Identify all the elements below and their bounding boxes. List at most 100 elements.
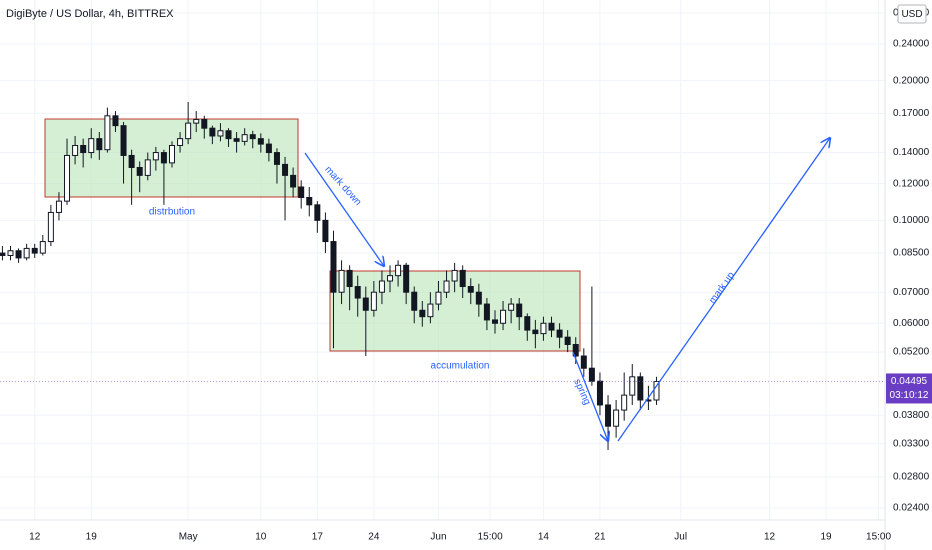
candle-body (596, 380, 603, 406)
y-tick-label: 0.14000 (893, 147, 930, 158)
candle-body (120, 125, 127, 156)
candle-body (88, 138, 95, 154)
candle-body (185, 122, 192, 140)
candle-body (346, 269, 353, 288)
candle-body (193, 118, 200, 124)
candle-body (136, 166, 143, 176)
candle-body (273, 152, 280, 165)
candle-body (613, 409, 620, 427)
candle-body (419, 309, 426, 318)
y-tick-label: 0.03300 (893, 438, 930, 449)
x-tick-label: 15:00 (478, 532, 503, 543)
candle-body (508, 303, 515, 311)
candle-body (80, 144, 87, 154)
candle-body (516, 303, 523, 318)
annotation: distrbution (149, 207, 195, 218)
candle-body (387, 275, 394, 282)
candle-body (168, 144, 175, 164)
candle-body (322, 219, 329, 243)
y-tick-label: 0.03800 (893, 410, 930, 421)
price-label: 0.04495 (891, 376, 928, 387)
candle-body (217, 130, 224, 137)
candle-body (354, 286, 361, 299)
candle-body (209, 127, 216, 137)
candle-body (524, 316, 531, 331)
candle-body (177, 138, 184, 146)
candle-body (282, 163, 289, 176)
candle-body (7, 250, 14, 256)
candle-body (265, 143, 272, 154)
spring-arrow (572, 351, 608, 441)
candle-body (55, 200, 62, 213)
y-tick-label: 0.12000 (893, 178, 930, 189)
annotation: accumulation (431, 361, 490, 372)
x-tick-label: 24 (368, 532, 380, 543)
candle-body (23, 247, 30, 259)
candle-body (580, 355, 587, 369)
candle-body (427, 303, 434, 318)
candle-body (540, 322, 547, 335)
candle-body (298, 186, 305, 199)
candle-body (572, 343, 579, 357)
y-tick-label: 0.02400 (893, 503, 930, 514)
candle-body (564, 336, 571, 345)
currency: USD (901, 9, 922, 20)
y-tick-label: 0.02800 (893, 471, 930, 482)
candle-body (233, 138, 240, 142)
mark-up-arrow (617, 138, 830, 442)
x-tick-label: 14 (538, 532, 550, 543)
annotation: mark up (707, 270, 737, 306)
x-tick-label: 19 (820, 532, 832, 543)
x-tick-label: 10 (255, 532, 267, 543)
candle-body (403, 264, 410, 293)
candle-body (395, 264, 402, 277)
candle-body (653, 380, 660, 401)
x-tick-label: 12 (764, 532, 776, 543)
candle-body (201, 118, 208, 129)
x-tick-label: May (179, 532, 198, 543)
candle-body (475, 291, 482, 305)
candle-body (314, 204, 321, 221)
chart-title: DigiByte / US Dollar, 4h, BITTREX (6, 8, 174, 20)
candle-body (338, 269, 345, 293)
candle-body (96, 138, 103, 151)
candle-body (483, 303, 490, 321)
y-tick-label: 0.07000 (893, 287, 930, 298)
candle-body (637, 376, 644, 401)
price-box (886, 373, 932, 404)
last-price: 0.04495 03:10:12 (0, 373, 932, 404)
y-tick-label: 0.06000 (893, 318, 930, 329)
candle-body (160, 152, 167, 164)
candle-body (491, 319, 498, 324)
x-tick-label: Jun (430, 532, 446, 543)
candle-body (241, 134, 248, 142)
candle-body (0, 252, 6, 256)
y-tick-label: 0.08500 (893, 248, 930, 259)
x-tick-label: 19 (86, 532, 98, 543)
candle-body (556, 329, 563, 338)
y-tick-label: 0.05200 (893, 347, 930, 358)
currency-badge[interactable] (897, 4, 927, 24)
grid (0, 0, 885, 520)
y-tick-label: 0.10000 (893, 215, 930, 226)
candle-body (152, 152, 159, 161)
candle-body (378, 280, 385, 293)
candle-body (435, 291, 442, 305)
candle-body (629, 376, 636, 396)
x-tick-label: 12 (29, 532, 41, 543)
candle-body (532, 329, 539, 335)
candle-body (548, 322, 555, 331)
candle-body (144, 159, 151, 176)
mark-down-arrow (304, 152, 384, 266)
candle-body (72, 144, 79, 156)
candle-body (112, 115, 119, 127)
candle-body (306, 197, 313, 206)
candle-body (330, 241, 337, 293)
candle-body (467, 286, 474, 293)
candle-body (39, 241, 46, 254)
candle-body (370, 291, 377, 311)
candle-body (31, 247, 38, 254)
y-tick-label: 0.20000 (893, 75, 930, 86)
x-tick-label: 21 (594, 532, 606, 543)
candle-body (605, 404, 612, 427)
